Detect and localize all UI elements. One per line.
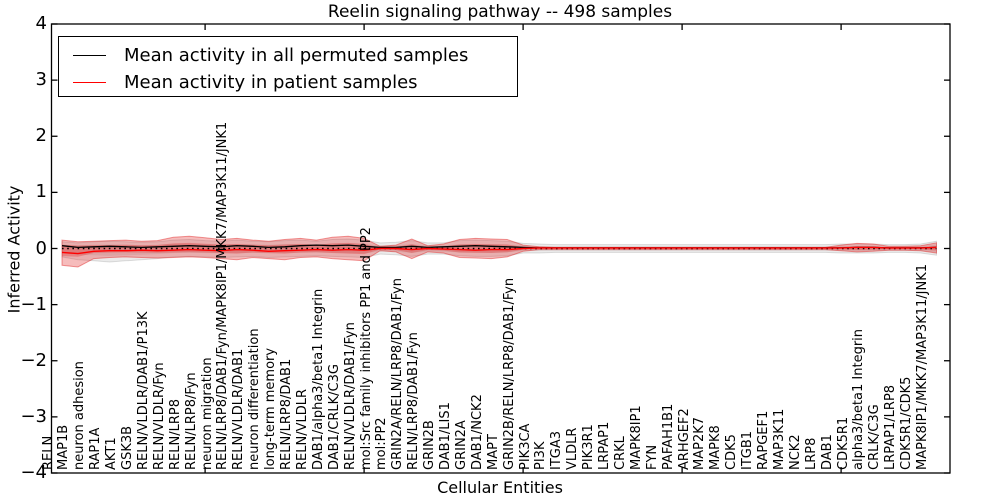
- patient-std-band-outer: [61, 235, 937, 268]
- x-tick-label: AKT1: [104, 437, 120, 470]
- x-tick-label: ARHGEF2: [676, 408, 692, 470]
- chart-title: Reelin signaling pathway -- 498 samples: [327, 2, 673, 22]
- x-tick-label: mol:Src family inhibitors PP1 and PP2: [358, 227, 374, 470]
- x-tick-label: MAPK8IP1: [628, 405, 644, 470]
- legend-label-patient: Mean activity in patient samples: [124, 72, 418, 93]
- permuted-std-band-outer: [61, 238, 937, 263]
- x-tick-label: PAFAH1B1: [660, 403, 676, 470]
- legend-label-permuted: Mean activity in all permuted samples: [124, 45, 469, 66]
- x-tick-label: GRIN2B/RELN/LRP8/DAB1/Fyn: [501, 277, 517, 470]
- legend-line-patient-icon: [73, 82, 106, 83]
- x-tick-label: LRP8: [803, 437, 819, 470]
- patient-mean-line: [61, 246, 937, 255]
- x-tick-label: GSK3B: [120, 425, 135, 470]
- x-tick-label: VLDLR: [565, 427, 581, 470]
- x-tick-label: RELN/LRP8/DAB1/Fyn/MAPK8IP1/MKK7/MAP3K11…: [215, 121, 231, 470]
- x-tick-label: LRPAP1/LRP8: [883, 384, 899, 470]
- x-tick-label: RAP1A: [88, 427, 104, 470]
- legend-entry-permuted: Mean activity in all permuted samples: [73, 42, 517, 69]
- x-tick-label: DAB1/NCK2: [469, 394, 485, 470]
- x-tick-label: RELN/VLDLR/DAB1/P13K: [135, 311, 151, 470]
- x-tick-label: neuron migration: [199, 357, 215, 470]
- x-tick-label: ITGA3: [549, 430, 565, 470]
- x-tick-label: CRLK/C3G: [867, 404, 883, 470]
- x-tick-label: RELN/VLDLR/DAB1: [231, 348, 247, 470]
- x-tick-label: RELN/LRP8/DAB1: [279, 358, 294, 470]
- y-axis-label: Inferred Activity: [4, 185, 24, 314]
- x-tick-label: DAB1/LIS1: [438, 402, 453, 470]
- x-axis-label: Cellular Entities: [437, 478, 563, 497]
- x-tick-label: CRKL: [612, 436, 628, 470]
- x-tick-label: PIK3CA: [517, 423, 533, 470]
- x-tick-label: DAB1/alpha3/beta1 Integrin: [310, 288, 326, 470]
- x-tick-label: RELN/LRP8/Fyn: [183, 372, 199, 470]
- legend: Mean activity in all permuted samples Me…: [58, 36, 518, 97]
- y-tick-label: 1: [35, 181, 47, 203]
- y-tick-label: 3: [35, 69, 47, 91]
- y-tick-label: 4: [35, 13, 47, 34]
- x-tick-label: GRIN2A: [453, 420, 469, 470]
- x-tick-label: RELN/VLDLR/Fyn: [151, 362, 167, 470]
- x-tick-label: PIK3R1: [581, 424, 597, 470]
- x-tick-label: ITGB1: [740, 430, 756, 470]
- x-tick-label: MAP2K7: [692, 416, 708, 470]
- x-tick-label: CDK5R1/CDK5: [899, 376, 915, 470]
- x-tick-label: PI3K: [533, 441, 549, 470]
- x-tick-label: FYN: [644, 444, 660, 470]
- y-tick-label: −2: [20, 349, 47, 371]
- x-tick-label: MAP1B: [56, 424, 72, 470]
- x-tick-label: DAB1: [819, 434, 835, 470]
- x-tick-label: MAPT: [485, 434, 501, 470]
- x-tick-label: neuron adhesion: [72, 361, 88, 470]
- x-tick-label: GRIN2B: [422, 420, 438, 470]
- y-tick-label: 0: [35, 237, 47, 259]
- x-tick-label: RELN/LRP8: [167, 399, 183, 470]
- legend-entry-patient: Mean activity in patient samples: [73, 69, 517, 96]
- x-tick-label: GRIN2A/RELN/LRP8/DAB1/Fyn: [390, 277, 406, 470]
- x-tick-label: RAPGEF1: [756, 410, 771, 470]
- legend-line-permuted-icon: [73, 55, 106, 56]
- x-tick-label: CDK5R1: [835, 416, 851, 470]
- x-tick-label: MAP3K11: [771, 408, 787, 470]
- y-tick-label: −3: [20, 405, 47, 427]
- x-tick-label: alpha3/beta1 Integrin: [851, 328, 867, 470]
- y-tick-label: −4: [20, 462, 47, 483]
- x-tick-label: mol:PP2: [374, 417, 390, 470]
- y-tick-label: −1: [20, 293, 47, 315]
- x-tick-label: NCK2: [787, 434, 803, 470]
- x-tick-label: neuron differentiation: [247, 328, 263, 470]
- x-tick-label: DAB1/CRLK/C3G: [326, 364, 342, 470]
- x-tick-label: RELN/VLDLR/DAB1/Fyn: [342, 322, 358, 470]
- x-tick-label: LRPAP1: [597, 421, 612, 470]
- y-tick-label: 2: [35, 125, 47, 147]
- x-tick-label: CDK5: [724, 434, 740, 470]
- x-tick-label: MAPK8: [708, 425, 724, 470]
- x-tick-label: RELN/VLDLR: [294, 388, 310, 470]
- x-tick-label: RELN/LRP8/DAB1/Fyn: [406, 332, 422, 470]
- x-tick-label: long-term memory: [263, 347, 279, 470]
- x-tick-label: RELN: [40, 435, 56, 470]
- x-tick-label: MAPK8IP1/MKK7/MAP3K11/JNK1: [915, 263, 930, 470]
